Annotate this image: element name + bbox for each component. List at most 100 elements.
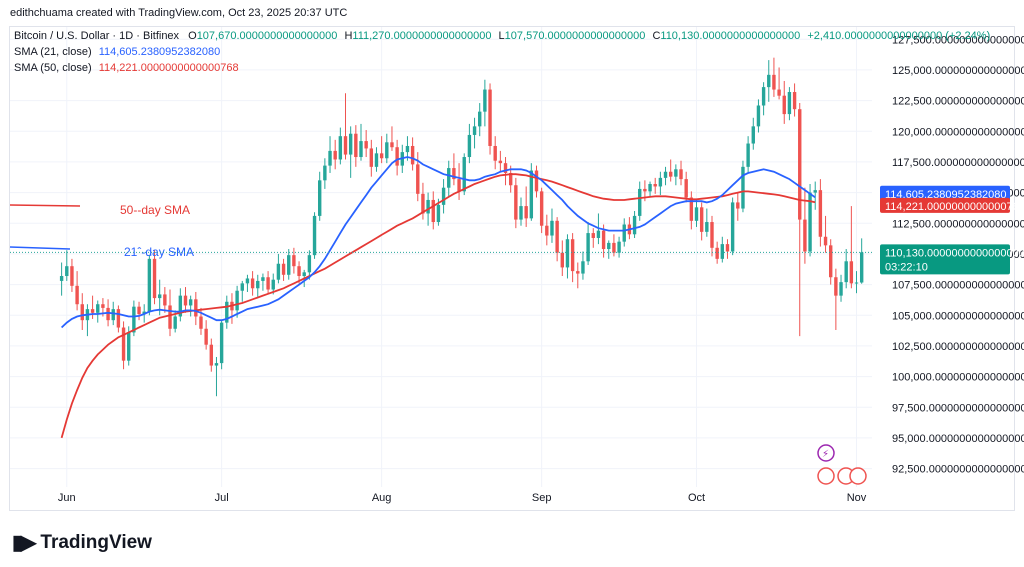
legend-c-value: 110,130.0000000000000000 (660, 30, 801, 42)
candle-body (374, 153, 379, 167)
legend-l-label: L (498, 30, 505, 42)
candle-body (524, 206, 528, 219)
candle-body (225, 301, 229, 323)
tradingview-logo-icon: ▮▶ (12, 532, 36, 554)
candle-body (90, 309, 95, 313)
candle-body (746, 143, 750, 167)
candle-body (498, 160, 503, 164)
candle-body (287, 255, 291, 275)
candle-body (199, 316, 203, 329)
candle-body (188, 299, 193, 306)
legend-h-value: 111,270.0000000000000000 (352, 30, 492, 42)
candle-body (65, 266, 69, 277)
candle-body (622, 224, 626, 242)
candle-body (854, 282, 859, 284)
candle-body (457, 179, 461, 192)
candle-body (586, 233, 590, 262)
candle-body (163, 294, 167, 306)
candle-body (354, 133, 358, 158)
candle-body (550, 220, 554, 236)
candle-body (560, 252, 564, 268)
candle-body (741, 166, 745, 209)
candle-body (813, 190, 817, 193)
candle-body (648, 184, 652, 192)
candle-body (514, 185, 518, 220)
candle-body (663, 171, 668, 178)
price-tick-label: 117,500.0000000000000000 (892, 157, 1024, 169)
candle-body (436, 204, 441, 223)
candle-body (503, 163, 508, 173)
legend-sma50-label: SMA (50, close) (14, 62, 92, 74)
lightning-icon (817, 444, 835, 462)
candle-body (214, 363, 219, 366)
candle-body (431, 199, 435, 223)
legend-sma21[interactable]: SMA (21, close) 114,605.2380952382080 (14, 46, 220, 58)
candle-body (565, 239, 570, 268)
tradingview-logo[interactable]: ▮▶ TradingView (12, 530, 152, 555)
candle-body (534, 170, 539, 192)
price-tick-label: 100,000.0000000000000000 (892, 372, 1024, 384)
candle-body (245, 278, 250, 284)
candle-body (736, 202, 740, 209)
candle-body (323, 165, 327, 181)
price-tick-label: 107,500.0000000000000000 (892, 280, 1024, 292)
candle-body (617, 241, 621, 253)
candle-body (266, 277, 270, 290)
chart-frame[interactable] (9, 26, 1015, 511)
us-flag-icon (849, 467, 867, 485)
candle-body (787, 92, 792, 115)
tradingview-logo-text: TradingView (40, 531, 152, 553)
candle-body (674, 169, 678, 177)
candle-body (276, 263, 281, 280)
candle-body (570, 239, 575, 272)
candle-body (581, 261, 585, 274)
time-axis[interactable]: Jun Jul Aug Sep Oct Nov (58, 492, 867, 504)
last-price-badge-bg (880, 244, 1010, 275)
sma21-annotation-text: 21ˆ-day SMA (124, 245, 194, 259)
candle-body (829, 245, 833, 278)
candle-body (173, 316, 177, 329)
legend-sma50[interactable]: SMA (50, close) 114,221.0000000000000768 (14, 62, 239, 74)
price-tick-label: 105,000.0000000000000000 (892, 310, 1024, 322)
candle-body (256, 280, 260, 289)
price-tick-label: 112,500.0000000000000000 (892, 218, 1024, 230)
sma50-annotation-text: 50-‐day SMA (120, 203, 190, 217)
candle-body (369, 148, 374, 167)
candle-body (767, 74, 771, 88)
candle-body (338, 136, 343, 160)
candle-body (792, 92, 797, 110)
candle-body (447, 168, 451, 188)
candle-body (472, 126, 477, 135)
candle-body (653, 184, 657, 187)
candle-body (539, 191, 544, 226)
sma50-annotation-line (9, 204, 81, 207)
last-price-badge-text: 110,130.0000000000000000 (885, 247, 1024, 259)
legend-change: +2,410.0000000000000000 (+2.24%) (807, 30, 991, 42)
candle-body (467, 134, 472, 158)
candle-body (529, 170, 534, 219)
legend-c-label: C (652, 30, 661, 42)
candle-body (168, 305, 172, 329)
candle-body (601, 230, 606, 250)
candle-body (157, 294, 162, 299)
candle-body (555, 220, 559, 253)
candle-body (137, 306, 141, 315)
candle-body (240, 283, 244, 291)
legend-symbol[interactable]: Bitcoin / U.S. Dollar · 1D · Bitfinex (14, 30, 180, 42)
event-icons[interactable]: ⚡ (817, 444, 867, 485)
candle-body (307, 255, 312, 273)
candle-body (297, 266, 301, 277)
candle-body (364, 141, 368, 149)
price-tick-label: 127,500.0000000000000000 (892, 34, 1024, 46)
candle-body (751, 126, 755, 144)
lightning-glyph: ⚡ (822, 449, 829, 460)
candle-body (839, 282, 843, 296)
candle-body (488, 89, 492, 146)
last-price-badge-countdown: 03:22:10 (885, 261, 928, 273)
candle-body (292, 255, 296, 267)
price-tick-label: 95,000.0000000000000000 (892, 433, 1024, 445)
candle-body (421, 193, 425, 214)
candle-body (281, 263, 286, 275)
candle-body (576, 271, 580, 274)
